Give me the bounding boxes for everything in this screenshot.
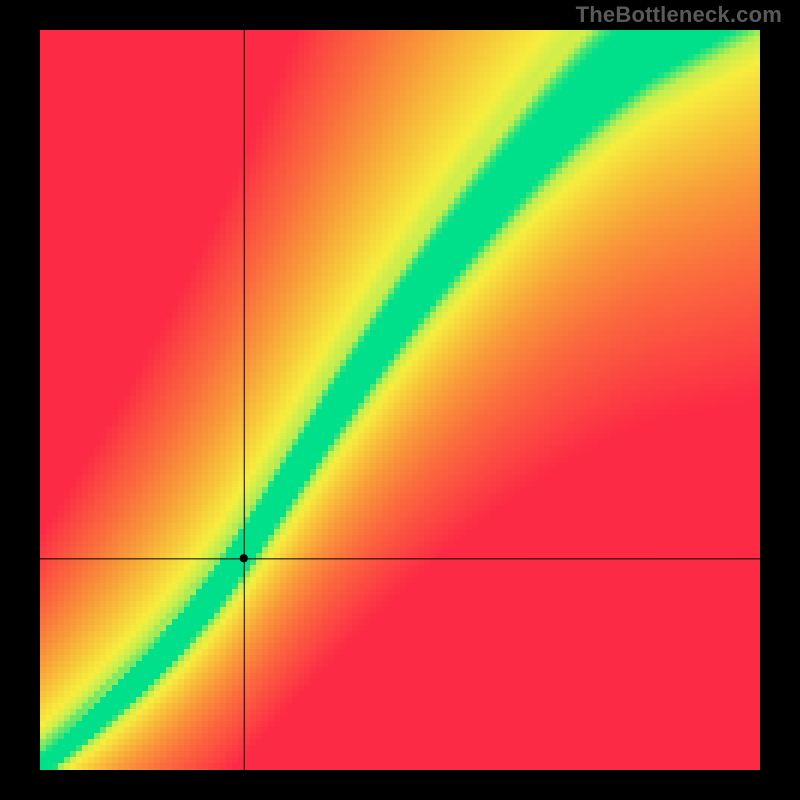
- heatmap-canvas: [40, 30, 760, 770]
- watermark-label: TheBottleneck.com: [576, 2, 782, 28]
- bottleneck-heatmap: [40, 30, 760, 770]
- page-container: TheBottleneck.com: [0, 0, 800, 800]
